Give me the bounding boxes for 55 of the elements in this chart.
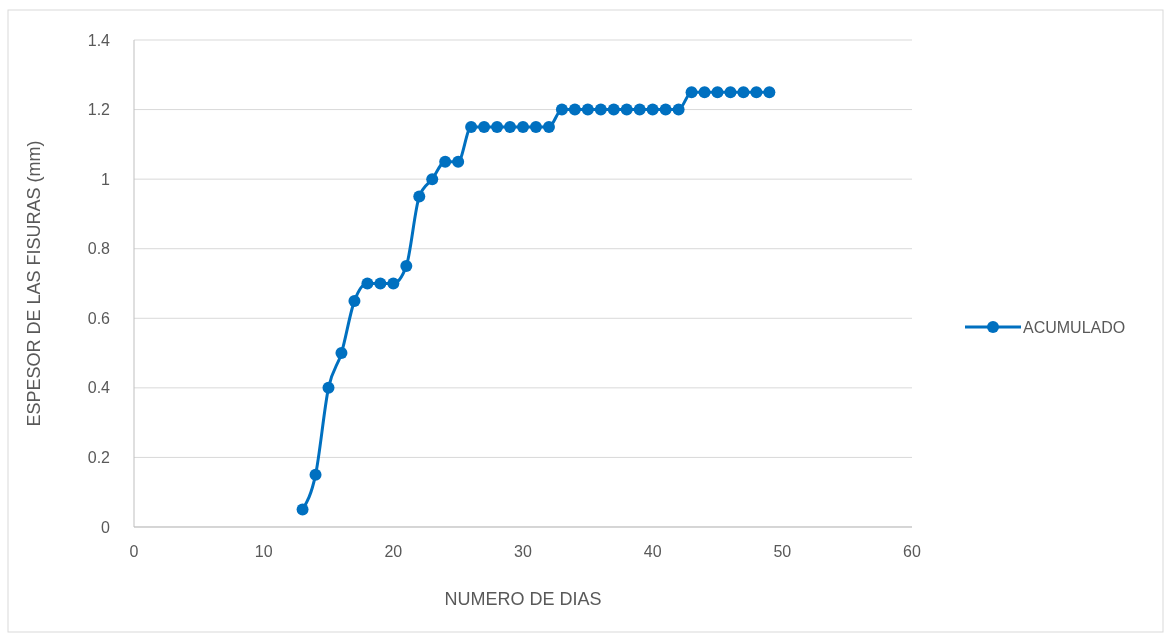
point bbox=[478, 120, 491, 133]
point bbox=[348, 294, 361, 307]
x-tick-label: 50 bbox=[773, 543, 792, 560]
point bbox=[646, 103, 659, 116]
point bbox=[724, 86, 737, 99]
point bbox=[426, 173, 439, 186]
point bbox=[529, 120, 542, 133]
point bbox=[750, 86, 763, 99]
point bbox=[672, 103, 685, 116]
point bbox=[504, 120, 517, 133]
y-tick-label: 0.4 bbox=[87, 379, 111, 397]
point bbox=[711, 86, 724, 99]
point bbox=[296, 503, 309, 516]
point bbox=[581, 103, 594, 116]
point bbox=[555, 103, 568, 116]
point bbox=[439, 155, 452, 168]
point bbox=[737, 86, 750, 99]
point bbox=[335, 347, 348, 360]
x-tick-label: 30 bbox=[514, 543, 532, 560]
y-tick-label: 0.8 bbox=[87, 240, 111, 258]
point bbox=[568, 103, 581, 116]
point bbox=[633, 103, 646, 116]
x-tick-label: 10 bbox=[254, 543, 273, 560]
y-tick-label: 1.4 bbox=[87, 31, 111, 49]
x-tick-label: 60 bbox=[903, 543, 921, 560]
y-tick-label: 0.6 bbox=[87, 309, 111, 327]
point bbox=[387, 277, 400, 290]
point bbox=[659, 103, 672, 116]
point bbox=[322, 381, 335, 394]
point bbox=[452, 155, 465, 168]
point bbox=[763, 86, 776, 99]
point bbox=[594, 103, 607, 116]
y-tick-label: 0.2 bbox=[87, 449, 111, 467]
point bbox=[361, 277, 374, 290]
x-tick-label: 0 bbox=[129, 543, 139, 560]
point bbox=[698, 86, 711, 99]
x-tick-label: 40 bbox=[643, 543, 662, 560]
point bbox=[620, 103, 633, 116]
point bbox=[413, 190, 426, 203]
point bbox=[374, 277, 387, 290]
point bbox=[491, 120, 504, 133]
point bbox=[685, 86, 698, 99]
point bbox=[607, 103, 620, 116]
y-tick-label: 0 bbox=[101, 518, 111, 536]
legend-label: ACUMULADO bbox=[1023, 318, 1126, 336]
y-axis-title: ESPESOR DE LAS FISURAS (mm) bbox=[24, 140, 44, 427]
point bbox=[542, 120, 555, 133]
point bbox=[517, 120, 529, 133]
x-tick-label: 20 bbox=[384, 543, 403, 560]
x-axis-title: NUMERO DE DIAS bbox=[444, 589, 602, 609]
point bbox=[309, 468, 322, 481]
point bbox=[400, 260, 413, 273]
point bbox=[465, 120, 478, 133]
y-tick-label: 1.2 bbox=[87, 101, 111, 119]
y-tick-label: 1 bbox=[101, 170, 111, 188]
